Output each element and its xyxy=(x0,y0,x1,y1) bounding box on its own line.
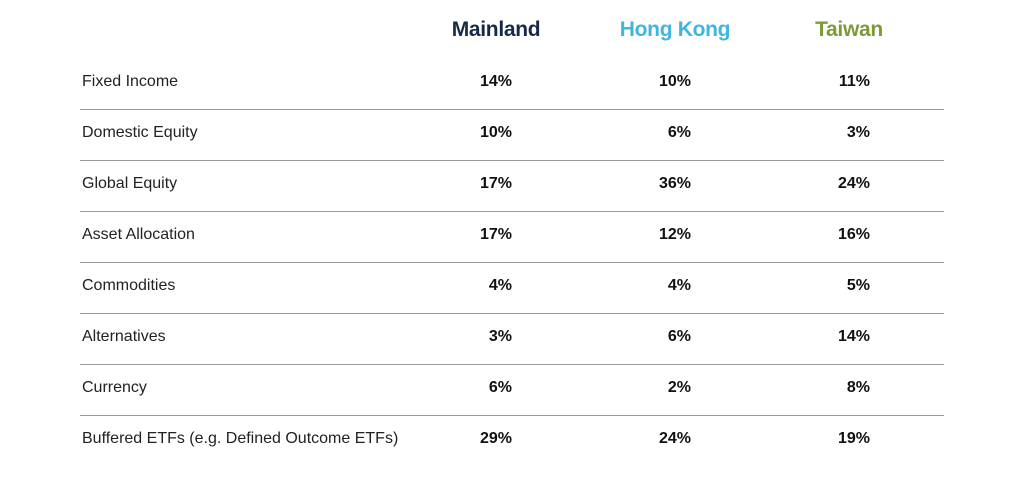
table-row: Global Equity 17% 36% 24% xyxy=(80,160,944,212)
table-row: Alternatives 3% 6% 14% xyxy=(80,313,944,365)
table-cell: 19% xyxy=(837,430,870,447)
table-row: Domestic Equity 10% 6% 3% xyxy=(80,109,944,161)
table-row: Currency 6% 2% 8% xyxy=(80,364,944,416)
row-label: Commodities xyxy=(82,277,176,294)
table-row: Buffered ETFs (e.g. Defined Outcome ETFs… xyxy=(80,415,944,466)
table-row: Fixed Income 14% 10% 11% xyxy=(80,58,944,110)
row-label: Alternatives xyxy=(82,328,166,345)
table-cell: 3% xyxy=(846,124,870,141)
table-cell: 36% xyxy=(658,175,691,192)
table-row: Asset Allocation 17% 12% 16% xyxy=(80,211,944,263)
table-cell: 17% xyxy=(479,226,512,243)
table-cell: 11% xyxy=(838,73,870,90)
table-cell: 17% xyxy=(479,175,512,192)
column-header-taiwan: Taiwan xyxy=(815,18,883,41)
table-row: Commodities 4% 4% 5% xyxy=(80,262,944,314)
table-cell: 10% xyxy=(479,124,512,141)
table-cell: 3% xyxy=(488,328,512,345)
table-cell: 29% xyxy=(479,430,512,447)
table-cell: 4% xyxy=(488,277,512,294)
row-label: Currency xyxy=(82,379,147,396)
table-cell: 12% xyxy=(658,226,691,243)
table-cell: 6% xyxy=(667,328,691,345)
table-cell: 6% xyxy=(488,379,512,396)
table-cell: 14% xyxy=(837,328,870,345)
table-cell: 4% xyxy=(667,277,691,294)
table-cell: 24% xyxy=(837,175,870,192)
table-cell: 10% xyxy=(658,73,691,90)
table-cell: 14% xyxy=(479,73,512,90)
table-cell: 16% xyxy=(837,226,870,243)
table-header: Mainland Hong Kong Taiwan xyxy=(0,18,1024,52)
table-cell: 8% xyxy=(846,379,870,396)
table-cell: 2% xyxy=(667,379,691,396)
table-cell: 6% xyxy=(667,124,691,141)
row-label: Domestic Equity xyxy=(82,124,198,141)
table-cell: 24% xyxy=(658,430,691,447)
row-label: Fixed Income xyxy=(82,73,179,90)
table-cell: 5% xyxy=(846,277,870,294)
row-label: Global Equity xyxy=(82,175,178,192)
column-header-hong-kong: Hong Kong xyxy=(619,18,731,41)
row-label: Asset Allocation xyxy=(82,226,195,243)
row-label: Buffered ETFs (e.g. Defined Outcome ETFs… xyxy=(82,430,399,447)
column-header-mainland: Mainland xyxy=(451,18,541,41)
